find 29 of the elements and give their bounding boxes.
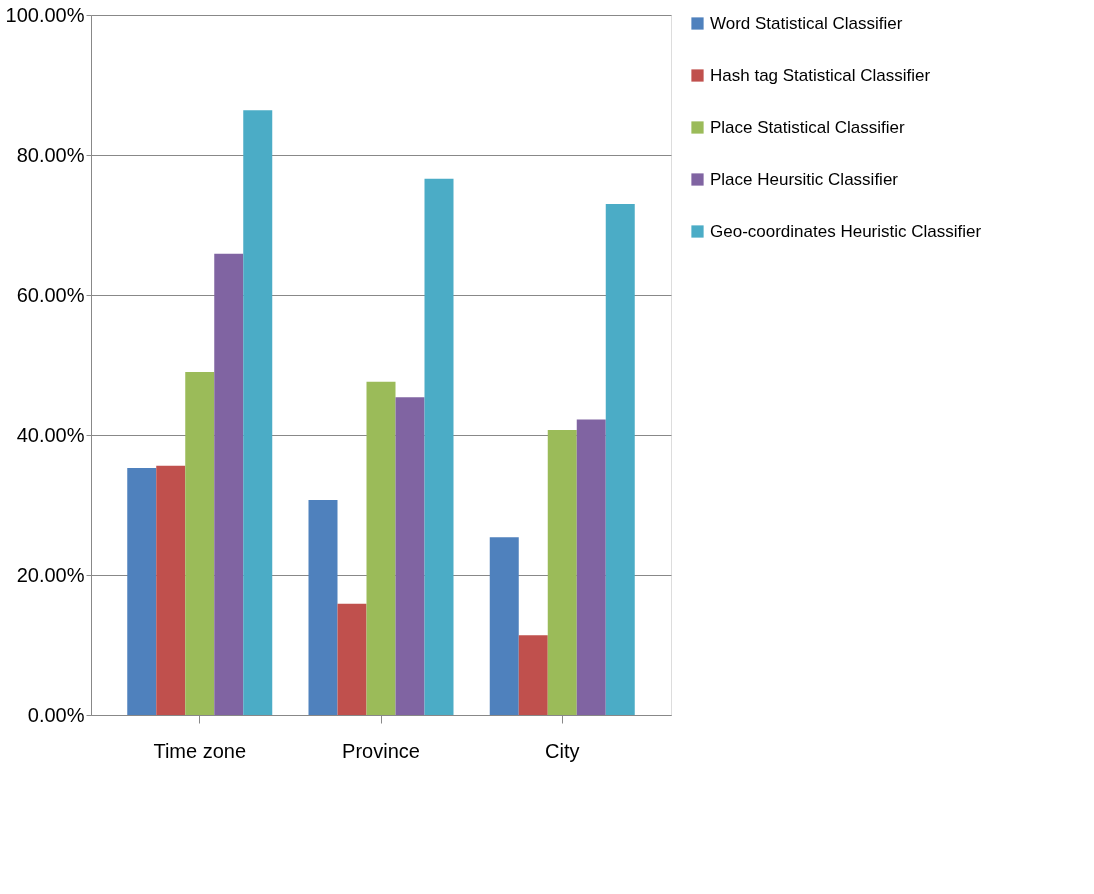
- legend-label: Place Statistical Classifier: [710, 117, 905, 137]
- bar: [337, 603, 367, 715]
- x-tick-label: Province: [342, 739, 420, 762]
- bar: [214, 253, 244, 715]
- bar: [127, 467, 157, 715]
- bar: [576, 419, 606, 715]
- legend-label: Word Statistical Classifier: [710, 13, 903, 33]
- bar: [308, 500, 338, 715]
- bar: [547, 430, 577, 715]
- legend-label: Hash tag Statistical Classifier: [710, 65, 931, 85]
- y-tick-label: 100.00%: [5, 3, 85, 26]
- bar: [489, 537, 519, 715]
- bar: [424, 178, 454, 715]
- y-tick-label: 0.00%: [27, 703, 85, 726]
- y-tick-label: 40.00%: [16, 423, 85, 446]
- legend-label: Geo-coordinates Heuristic Classifier: [710, 221, 982, 241]
- bar: [518, 635, 548, 715]
- y-tick-label: 80.00%: [16, 143, 85, 166]
- legend-label: Place Heursitic Classifier: [710, 169, 899, 189]
- y-tick-label: 60.00%: [16, 283, 85, 306]
- bar: [156, 465, 186, 715]
- bar: [243, 110, 273, 715]
- bar: [366, 381, 396, 715]
- x-tick-label: Time zone: [153, 739, 247, 762]
- x-tick-label: City: [545, 739, 580, 762]
- bar: [605, 204, 635, 715]
- bar: [185, 372, 215, 715]
- bar: [395, 397, 425, 715]
- y-tick-label: 20.00%: [16, 563, 85, 586]
